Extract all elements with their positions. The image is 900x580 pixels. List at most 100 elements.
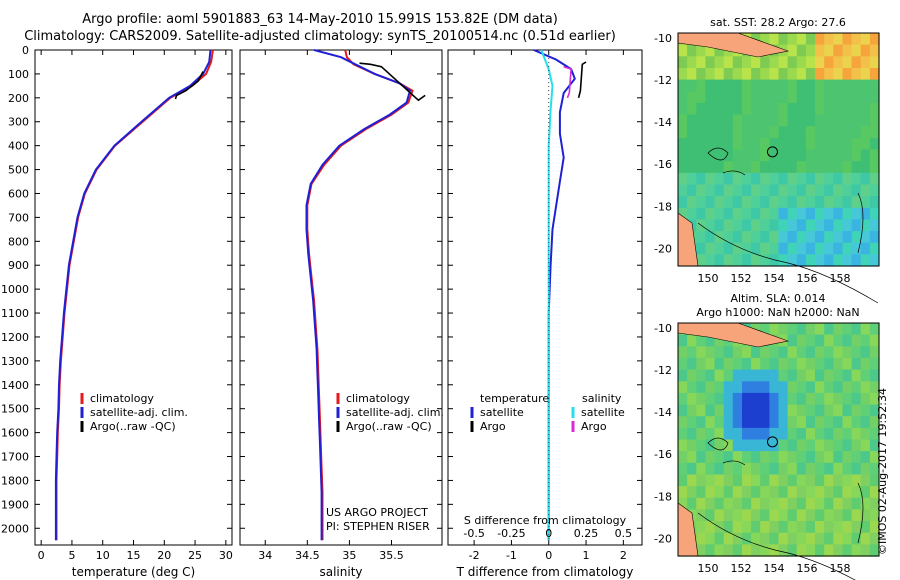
map-cell	[714, 219, 725, 232]
x-tick-label: 35	[342, 549, 356, 562]
map-cell	[705, 242, 716, 255]
x-tick-label: 34.5	[295, 549, 320, 562]
map-y-tick-label: -18	[654, 490, 672, 503]
y-tick-label: 1600	[1, 427, 29, 440]
map-cell	[815, 369, 825, 382]
map-cell	[714, 509, 725, 522]
map-cell	[824, 149, 834, 162]
map-cell	[769, 509, 780, 522]
map-cell	[687, 184, 697, 197]
map-cell	[760, 404, 770, 417]
map-cell	[796, 207, 807, 221]
map-cell	[805, 532, 816, 545]
map-cell	[687, 451, 697, 464]
map-cell	[769, 161, 780, 174]
map-cell	[760, 56, 770, 69]
map-cell	[760, 486, 770, 499]
map-cell	[842, 56, 853, 69]
map-cell	[805, 91, 816, 104]
map-cell	[842, 114, 853, 127]
map-cell	[696, 44, 706, 57]
map-cell	[751, 196, 761, 209]
map-cell	[742, 126, 752, 139]
map-cell	[742, 149, 752, 162]
map-cell	[787, 369, 798, 382]
map-cell	[869, 404, 880, 417]
x-tick-label: 30	[219, 549, 233, 562]
map-cell	[705, 404, 716, 417]
map-cell	[678, 161, 688, 174]
diff-legend-temperature: temperature	[480, 392, 549, 405]
map-cell	[796, 416, 807, 429]
map-cell	[796, 161, 807, 174]
map-cell	[678, 497, 688, 511]
map-cell	[833, 196, 843, 209]
map-cell	[815, 44, 825, 57]
map-cell	[687, 392, 697, 406]
map-cell	[778, 149, 789, 162]
map-cell	[824, 497, 834, 511]
map-cell	[714, 427, 725, 441]
map-cell	[742, 91, 752, 104]
map-x-tick-label: 158	[830, 562, 851, 575]
map-cell	[678, 346, 688, 359]
map-cell	[842, 44, 853, 57]
map-cell	[842, 497, 853, 511]
map-cell	[732, 231, 743, 244]
map-cell	[732, 172, 743, 186]
map-cell	[805, 323, 816, 336]
project-label: US ARGO PROJECT	[326, 506, 428, 519]
map-cell	[723, 68, 734, 81]
map-cell	[869, 346, 880, 359]
map-cell	[723, 91, 734, 104]
map-cell	[732, 521, 743, 534]
map-cell	[796, 323, 807, 336]
map-cell	[742, 172, 752, 186]
map-cell	[723, 242, 734, 255]
map-cell	[833, 254, 843, 267]
map-cell	[705, 114, 716, 127]
map-cell	[833, 509, 843, 522]
map-cell	[787, 486, 798, 499]
map-cell	[769, 114, 780, 127]
x-tick-label: 2	[620, 549, 627, 562]
map-cell	[769, 56, 780, 69]
map-cell	[696, 439, 706, 452]
map-cell	[796, 509, 807, 522]
map-cell	[742, 254, 752, 267]
map-cell	[815, 196, 825, 209]
map-cell	[796, 196, 807, 209]
map-cell	[860, 404, 871, 417]
map-y-tick-label: -10	[654, 32, 672, 45]
map-cell	[824, 357, 834, 371]
map-cell	[769, 68, 780, 81]
map-cell	[732, 219, 743, 232]
map-cell	[851, 451, 862, 464]
map-cell	[860, 486, 871, 499]
map-cell	[760, 451, 770, 464]
map-cell	[742, 439, 752, 452]
map-cell	[860, 509, 871, 522]
copyright-stamp: ©IMOS 02-Aug-2017 19:52:34	[876, 388, 889, 555]
map-cell	[769, 184, 780, 197]
map-cell	[833, 231, 843, 244]
map-cell	[751, 114, 761, 127]
map-cell	[687, 196, 697, 209]
map-cell	[760, 114, 770, 127]
map-cell	[787, 357, 798, 371]
map-cell	[732, 114, 743, 127]
map-cell	[842, 532, 853, 545]
map-cell	[833, 497, 843, 511]
map-cell	[732, 56, 743, 69]
map-cell	[815, 161, 825, 174]
map-cell	[696, 126, 706, 139]
map-cell	[696, 149, 706, 162]
map-cell	[833, 451, 843, 464]
map-cell	[787, 44, 798, 57]
map-cell	[732, 486, 743, 499]
map-cell	[751, 381, 761, 394]
map-cell	[824, 207, 834, 221]
map-cell	[860, 172, 871, 186]
map-cell	[851, 219, 862, 232]
